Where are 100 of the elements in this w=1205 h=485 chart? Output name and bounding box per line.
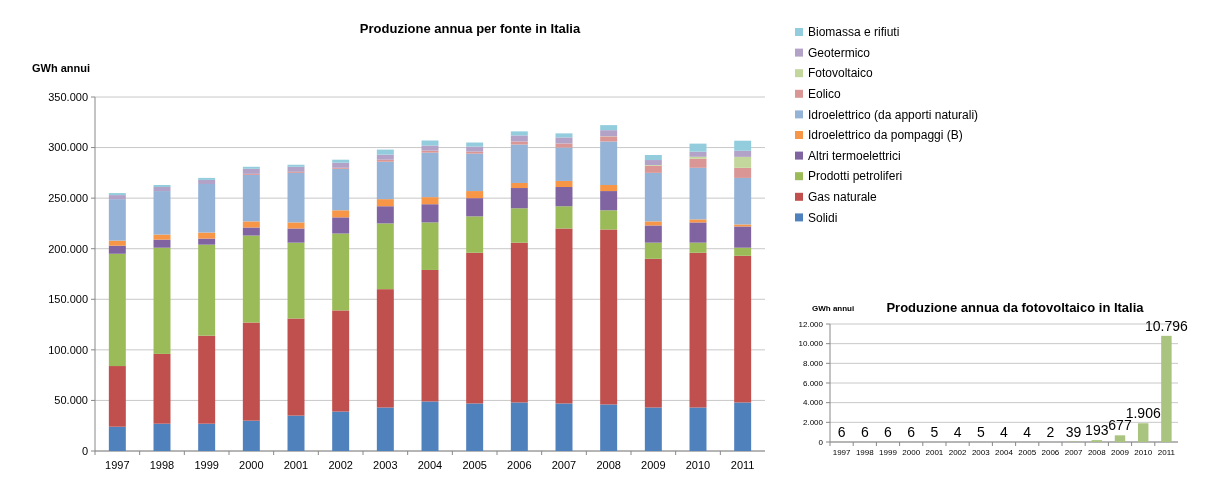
- bar: [287, 222, 305, 229]
- bar: [108, 366, 126, 427]
- x-tick-label: 2008: [1087, 448, 1107, 457]
- bar: [510, 135, 528, 142]
- x-tick-label: 2011: [730, 459, 755, 471]
- bar: [376, 161, 394, 200]
- x-tick-label: 2002: [948, 448, 968, 457]
- bar: [242, 221, 260, 228]
- y-tick-label: 50.000: [54, 394, 88, 407]
- x-tick-label: 2005: [462, 459, 487, 471]
- data-label: 5: [930, 423, 939, 440]
- bar: [734, 150, 752, 157]
- bar: [332, 168, 350, 211]
- bar: [734, 226, 752, 248]
- data-label: 6: [884, 423, 893, 440]
- bar: [108, 240, 126, 246]
- bar: [198, 423, 216, 451]
- y-tick-label: 250.000: [48, 191, 88, 204]
- bar: [466, 198, 484, 217]
- x-tick-label: 2009: [641, 459, 666, 471]
- bar: [242, 227, 260, 236]
- bar: [734, 167, 752, 178]
- bar: [510, 141, 528, 145]
- bar: [689, 252, 707, 408]
- legend-label: Altri termoelettrici: [808, 148, 901, 163]
- bar: [600, 184, 618, 192]
- bar: [421, 197, 439, 205]
- bar: [510, 131, 528, 136]
- bar: [510, 144, 528, 183]
- bar: [466, 146, 484, 152]
- x-tick-label: 2006: [1041, 448, 1060, 457]
- data-label: 2: [1046, 423, 1055, 440]
- bar: [108, 193, 126, 196]
- legend-label: Idroelettrico (da apporti naturali): [808, 107, 979, 122]
- data-label: 4: [953, 423, 962, 440]
- bar: [376, 223, 394, 290]
- bar: [466, 403, 484, 451]
- x-tick-label: 2002: [328, 459, 353, 471]
- data-label: 6: [860, 423, 869, 440]
- bar: [689, 151, 707, 157]
- bar: [198, 335, 216, 424]
- y-tick-label: 4.000: [802, 398, 824, 408]
- x-tick-label: 2010: [1134, 448, 1153, 457]
- bar: [242, 166, 260, 169]
- data-label: 10.796: [1144, 317, 1189, 334]
- y-tick-label: 300.000: [48, 141, 88, 154]
- data-label: 677: [1108, 417, 1132, 434]
- bar: [421, 145, 439, 151]
- bar: [555, 206, 573, 229]
- x-tick-label: 2003: [971, 448, 991, 457]
- bar: [287, 166, 305, 172]
- legend-label: Geotermico: [808, 45, 871, 60]
- bar: [510, 402, 528, 451]
- bar: [108, 195, 126, 200]
- bar: [153, 187, 171, 192]
- x-tick-label: 2004: [995, 448, 1014, 457]
- data-label: 4: [1023, 423, 1032, 440]
- legend-label: Eolico: [808, 87, 842, 101]
- y-tick-label: 200.000: [48, 242, 88, 255]
- bar: [644, 221, 662, 226]
- bar: [332, 162, 350, 168]
- x-tick-label: 2000: [239, 459, 264, 471]
- bar: [198, 232, 216, 239]
- x-tick-label: 1999: [879, 448, 898, 457]
- bar: [600, 404, 618, 451]
- bar: [644, 172, 662, 222]
- bar: [510, 188, 528, 209]
- x-tick-label: 2004: [417, 459, 443, 471]
- y-tick-label: 150.000: [48, 293, 88, 306]
- bar: [734, 247, 752, 256]
- x-tick-label: 2000: [902, 448, 921, 457]
- bar: [555, 143, 573, 148]
- bar: [510, 182, 528, 189]
- bar: [332, 159, 350, 163]
- bar: [242, 168, 260, 174]
- bar: [1114, 435, 1126, 442]
- bar: [644, 154, 662, 161]
- x-tick-label: 2009: [1111, 448, 1130, 457]
- x-tick-label: 2010: [685, 459, 711, 471]
- bar: [153, 234, 171, 240]
- data-label: 6: [907, 423, 916, 440]
- bar: [108, 199, 126, 241]
- data-label: 39: [1065, 423, 1082, 440]
- bar: [734, 177, 752, 225]
- bar: [198, 244, 216, 336]
- y-tick-label: 350.000: [48, 90, 88, 103]
- bar: [376, 199, 394, 207]
- bar: [376, 289, 394, 408]
- x-tick-label: 2001: [925, 448, 944, 457]
- x-tick-label: 2007: [1064, 448, 1084, 457]
- y-tick-label: 10.000: [798, 339, 824, 349]
- bar: [689, 407, 707, 451]
- bar: [555, 137, 573, 144]
- bar: [466, 216, 484, 253]
- bar: [644, 165, 662, 173]
- legend-label: Fotovoltaico: [808, 66, 874, 81]
- bar: [287, 415, 305, 451]
- bar: [734, 224, 752, 227]
- bar: [153, 353, 171, 424]
- x-tick-label: 2003: [373, 459, 398, 471]
